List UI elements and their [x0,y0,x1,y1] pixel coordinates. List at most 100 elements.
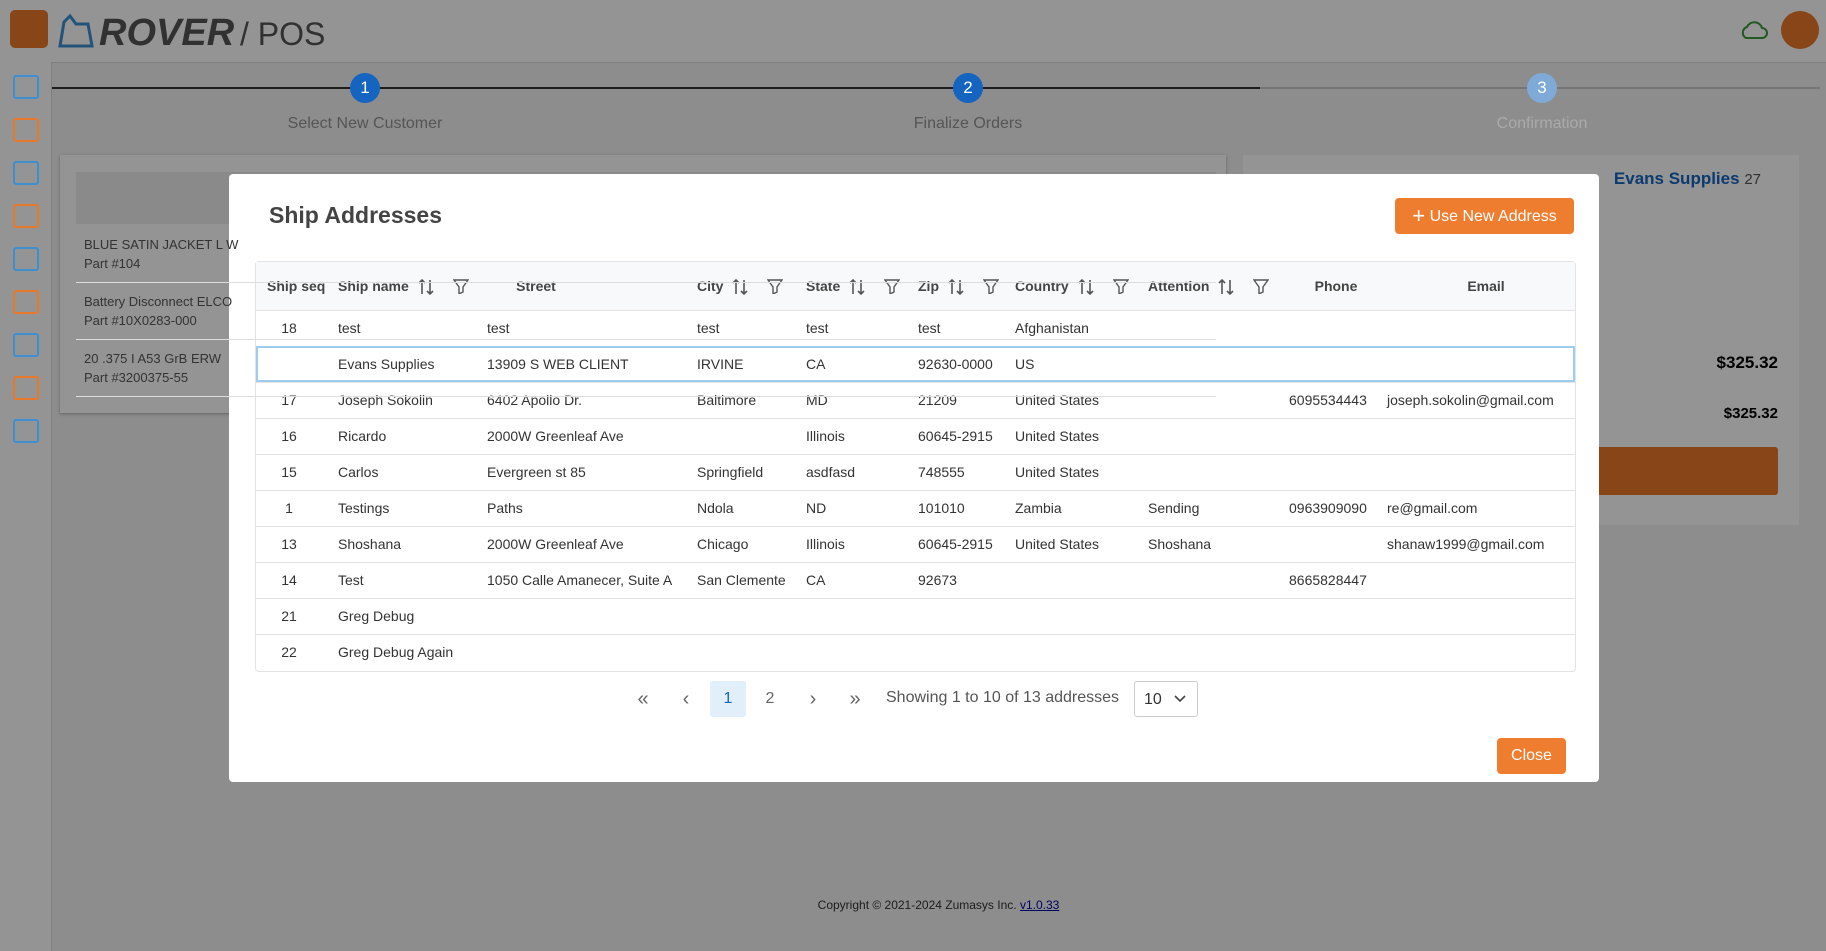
column-header: Country [1015,278,1069,294]
page-button[interactable]: » [849,688,861,710]
sort-icon[interactable] [1077,278,1095,301]
table-cell: Chicago [697,536,749,552]
table-cell: Evergreen st 85 [487,464,586,480]
table-row[interactable] [256,382,1575,418]
step-label: Confirmation [1496,115,1588,132]
table-cell: 16 [281,428,297,444]
table-cell: 8665828447 [1289,572,1367,588]
table-cell: Illinois [806,428,845,444]
page-button[interactable]: › [809,688,817,710]
table-cell: IRVINE [697,356,744,372]
table-cell: Evans Supplies [338,356,435,372]
table-row[interactable] [256,418,1575,454]
table-cell: 1050 Calle Amanecer, Suite A [487,572,673,588]
filter-icon[interactable] [883,278,901,299]
table-cell: 17 [281,392,297,408]
table-row[interactable] [256,562,1575,598]
nav-icon[interactable] [13,376,39,400]
table-cell: ND [806,500,827,516]
table-cell: 13 [281,536,297,552]
nav-icon[interactable] [13,161,39,185]
sidebar [0,62,52,951]
filter-icon[interactable] [1112,278,1130,299]
item-divider [76,282,1216,283]
table-cell: Sending [1148,500,1200,516]
filter-icon[interactable] [452,278,470,299]
table-cell: Shoshana [338,536,402,552]
modal-title: Ship Addresses [269,202,442,228]
column-header: Street [516,278,556,294]
filter-icon[interactable] [1252,278,1270,299]
table-cell: 21209 [918,392,957,408]
nav-icon[interactable] [13,118,39,142]
table-cell: United States [1015,392,1100,408]
nav-icon[interactable] [13,204,39,228]
sort-icon[interactable] [947,278,965,301]
customer-name: Evans Supplies 27 [1614,169,1761,189]
version-link[interactable]: v1.0.33 [1019,898,1060,912]
nav-icon[interactable] [13,419,39,443]
sort-icon[interactable] [731,278,749,301]
table-cell: Carlos [338,464,379,480]
table-cell: test [697,320,720,336]
table-row[interactable] [256,634,1575,670]
page-button[interactable]: 2 [765,690,775,707]
selected-row[interactable] [256,346,1575,382]
table-cell: 60645-2915 [918,428,993,444]
nav-icon[interactable] [13,333,39,357]
sort-icon[interactable] [1217,278,1235,301]
table-cell: test [918,320,941,336]
table-cell: 6402 Apollo Dr. [487,392,582,408]
table-row[interactable] [256,310,1575,346]
customer: Evans Supplies [1613,169,1740,188]
page-size-select[interactable]: 10 [1134,681,1198,717]
table-cell: San Clemente [697,572,786,588]
close-button[interactable]: Close [1497,738,1566,774]
table-cell: 1 [285,500,293,516]
table-row[interactable] [256,490,1575,526]
table-row[interactable] [256,598,1575,634]
table-cell: 6095534443 [1289,392,1367,408]
copyright: Copyright © 2021-2024 Zumasys Inc. [817,898,1017,912]
page-button[interactable]: ‹ [682,688,690,710]
modal: Ship Addresses + Use New Address Ship se… [229,174,1599,782]
table-cell: test [487,320,510,336]
page-button[interactable]: « [637,688,649,710]
step-circle: 3 [1527,73,1557,103]
column-header: Zip [918,278,939,294]
menu-button[interactable] [10,10,48,48]
button-label: Use New Address [1429,208,1557,225]
filter-icon[interactable] [766,278,784,299]
item-name: 20 .375 I A53 GrB ERW [84,351,222,366]
table-cell: 22 [281,644,297,660]
amount: $325.32 [1723,405,1778,422]
dropdown-icon [1173,692,1187,711]
table-cell: MD [806,392,828,408]
nav-icon[interactable] [13,290,39,314]
filter-icon[interactable] [982,278,1000,299]
sort-icon[interactable] [848,278,866,301]
table-cell: Baltimore [697,392,757,408]
avatar[interactable] [1781,11,1819,49]
item-part: Part #10X0283-000 [84,313,197,328]
table-cell: 748555 [918,464,965,480]
column-header: Ship seq [267,278,326,294]
item-divider [76,396,1216,397]
table-cell: joseph.sokolin@gmail.com [1387,392,1554,408]
page-button[interactable]: 1 [710,681,746,717]
table-cell: 14 [281,572,297,588]
item-name: Battery Disconnect ELCO [84,294,233,309]
table-row[interactable] [256,526,1575,562]
new-address-button[interactable]: + Use New Address [1395,198,1574,234]
sort-icon[interactable] [417,278,435,301]
table-cell: Greg Debug Again [338,644,454,660]
column-header: Ship name [338,278,409,294]
table-cell: Testings [338,500,390,516]
table-cell: 0963909090 [1289,500,1367,516]
nav-icon[interactable] [13,75,39,99]
nav-icon[interactable] [13,247,39,271]
table-cell: Shoshana [1148,536,1212,552]
table-cell: 92630-0000 [918,356,993,372]
table-cell: Springfield [697,464,764,480]
table-row[interactable] [256,454,1575,490]
